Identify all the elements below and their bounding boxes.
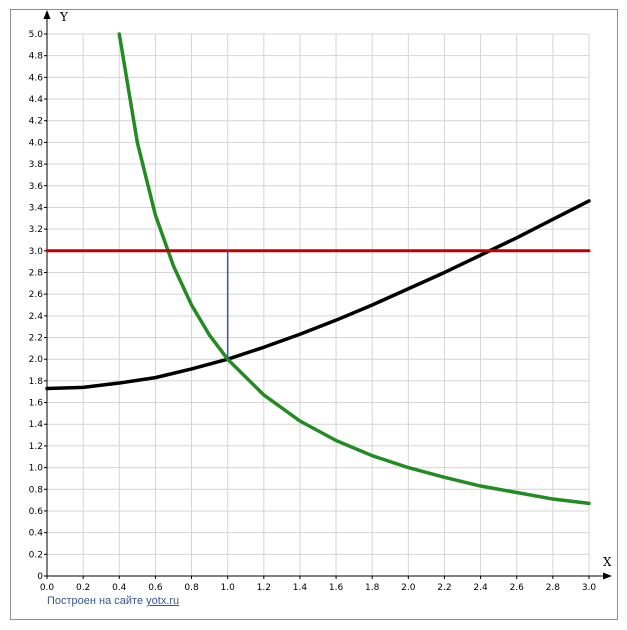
x-tick-label: 2.8 xyxy=(546,583,561,593)
y-tick-label: 0.2 xyxy=(29,550,43,560)
y-tick-label: 4.6 xyxy=(29,73,44,83)
y-tick-label: 2.6 xyxy=(29,290,44,300)
x-tick-label: 1.6 xyxy=(329,583,344,593)
axes: Y X xyxy=(43,10,612,580)
grid xyxy=(47,33,590,576)
x-tick-label: 2.6 xyxy=(510,583,525,593)
x-tick-label: 2.0 xyxy=(401,583,416,593)
x-tick-label: 1.4 xyxy=(293,583,308,593)
y-tick-label: 4.2 xyxy=(29,117,43,127)
y-tick-label: 5.0 xyxy=(29,30,44,40)
x-tick-label: 0.6 xyxy=(148,583,163,593)
footer: Построен на сайте yotx.ru xyxy=(47,595,179,607)
y-axis-label: Y xyxy=(59,10,69,24)
y-tick-label: 4.4 xyxy=(29,95,44,105)
y-tick-label: 1.2 xyxy=(29,442,43,452)
y-tick-label: 2.8 xyxy=(29,268,44,278)
x-axis-label: X xyxy=(603,555,612,569)
y-tick-label: 4.0 xyxy=(29,138,44,148)
y-tick-label: 0 xyxy=(37,572,43,582)
x-tick-label: 0.2 xyxy=(76,583,90,593)
x-tick-label: 2.4 xyxy=(473,583,488,593)
y-tick-label: 2.0 xyxy=(29,355,44,365)
y-tick-label: 3.0 xyxy=(29,247,44,257)
tick-labels: 0.0 0.2 0.4 0.6 0.8 1.0 1.2 1.4 1.6 1.8 2.0 2.2 2.4 2… xyxy=(29,30,597,593)
y-tick-label: 3.4 xyxy=(29,203,44,213)
x-tick-label: 0.4 xyxy=(112,583,127,593)
x-axis-arrow xyxy=(603,572,612,580)
y-tick-label: 1.4 xyxy=(29,420,44,430)
y-tick-label: 1.8 xyxy=(29,377,44,387)
y-tick-label: 0.4 xyxy=(29,529,44,539)
y-tick-label: 1.0 xyxy=(29,464,44,474)
x-tick-label: 1.2 xyxy=(257,583,271,593)
x-tick-label: 0.0 xyxy=(40,583,55,593)
y-tick-label: 3.8 xyxy=(29,160,44,170)
x-tick-label: 3.0 xyxy=(582,583,597,593)
y-axis-arrow xyxy=(43,10,51,19)
x-tick-label: 2.2 xyxy=(437,583,451,593)
y-tick-label: 1.6 xyxy=(29,399,44,409)
footer-text: Построен на сайте xyxy=(47,595,147,607)
series xyxy=(45,32,591,506)
x-tick-label: 0.8 xyxy=(184,583,199,593)
y-tick-label: 4.8 xyxy=(29,52,44,62)
y-tick-label: 0.6 xyxy=(29,507,44,517)
x-tick-label: 1.8 xyxy=(365,583,380,593)
y-tick-label: 3.2 xyxy=(29,225,43,235)
series-line-green xyxy=(117,32,591,506)
y-tick-label: 3.6 xyxy=(29,182,44,192)
footer-link[interactable]: yotx.ru xyxy=(146,595,180,607)
chart-frame xyxy=(10,9,618,620)
y-tick-label: 2.2 xyxy=(29,334,43,344)
y-tick-label: 2.4 xyxy=(29,312,44,322)
x-tick-label: 1.0 xyxy=(221,583,236,593)
y-tick-label: 0.8 xyxy=(29,485,44,495)
series-line-black xyxy=(45,199,591,391)
